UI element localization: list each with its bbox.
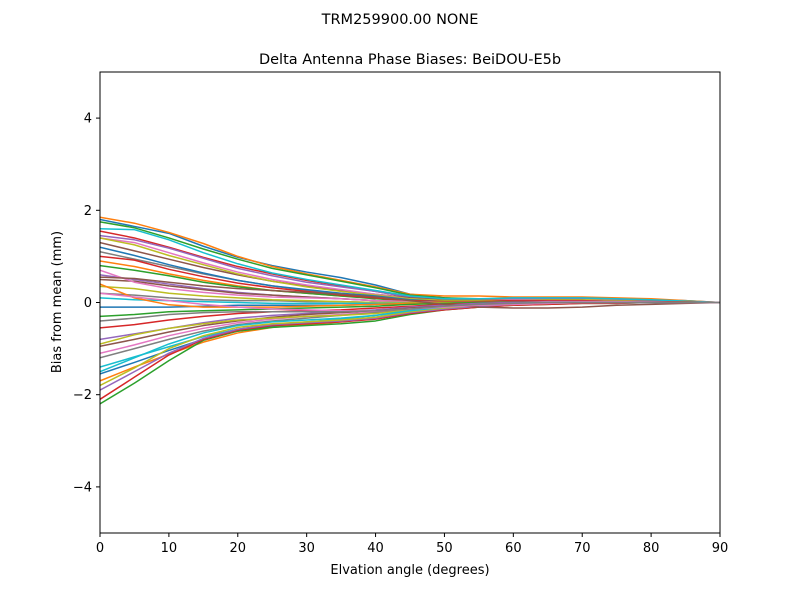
chart-title: Delta Antenna Phase Biases: BeiDOU-E5b (259, 52, 561, 68)
y-tick-label: −4 (73, 480, 92, 495)
series-line-40 (100, 301, 720, 322)
series-line-9 (100, 237, 720, 304)
x-tick-label: 80 (643, 541, 660, 556)
x-tick-label: 70 (574, 541, 591, 556)
series-line-34 (100, 301, 720, 400)
series-line-38 (100, 276, 720, 309)
x-axis: 0 10 20 30 40 50 60 70 80 90 (96, 533, 728, 556)
x-tick-label: 40 (367, 541, 384, 556)
x-tick-label: 90 (712, 541, 729, 556)
series-line-5 (100, 234, 720, 304)
x-tick-label: 50 (436, 541, 453, 556)
series-layer (100, 216, 720, 405)
x-tick-label: 20 (230, 541, 247, 556)
x-tick-label: 10 (161, 541, 178, 556)
x-tick-label: 60 (505, 541, 522, 556)
x-axis-label: Elvation angle (degrees) (330, 563, 489, 578)
x-tick-label: 30 (298, 541, 315, 556)
x-tick-label: 0 (96, 541, 104, 556)
y-tick-label: −2 (73, 388, 92, 403)
y-tick-label: 2 (84, 204, 92, 219)
y-axis: −4 −2 0 2 4 (73, 112, 100, 495)
y-axis-label: Bias from mean (mm) (50, 231, 65, 373)
series-line-10 (100, 227, 720, 304)
y-tick-label: 4 (84, 112, 92, 127)
series-line-1 (100, 218, 720, 304)
y-tick-label: 0 (84, 296, 92, 311)
figure-suptitle: TRM259900.00 NONE (321, 12, 479, 28)
series-line-17 (100, 269, 720, 304)
series-line-2 (100, 216, 720, 304)
